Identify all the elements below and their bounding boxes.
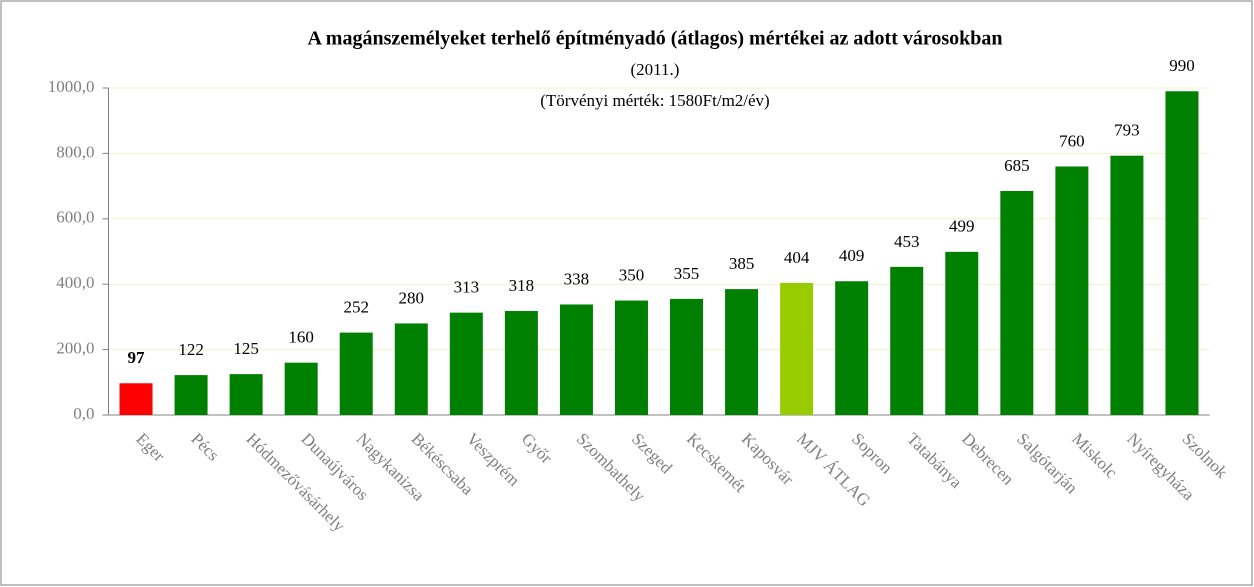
bar: [835, 281, 869, 415]
value-label: 990: [1169, 56, 1195, 75]
bar: [1110, 155, 1144, 415]
bar: [174, 375, 208, 415]
y-tick-label: 1000,0: [48, 77, 95, 96]
chart-subtitle: (2011.): [631, 60, 680, 79]
bar: [1165, 91, 1199, 416]
bar: [559, 304, 593, 415]
bar: [725, 289, 759, 415]
bar: [284, 362, 318, 415]
bar: [229, 374, 263, 415]
value-label: 97: [128, 348, 146, 367]
value-label: 125: [233, 339, 259, 358]
value-label: 160: [288, 328, 314, 347]
y-tick-label: 200,0: [56, 339, 94, 358]
bar: [1000, 191, 1034, 415]
value-label: 252: [343, 298, 369, 317]
bar: [449, 312, 483, 415]
value-label: 409: [839, 246, 865, 265]
bar: [945, 251, 979, 415]
y-tick-label: 400,0: [56, 273, 94, 292]
value-label: 318: [509, 276, 535, 295]
y-tick-label: 800,0: [56, 142, 94, 161]
value-label: 313: [454, 278, 480, 297]
value-label: 685: [1004, 156, 1030, 175]
value-label: 499: [949, 217, 975, 236]
value-label: 453: [894, 232, 920, 251]
bar: [1055, 166, 1089, 415]
value-label: 385: [729, 254, 755, 273]
chart-title: A magánszemélyeket terhelő építményadó (…: [307, 28, 1002, 50]
bar: [670, 298, 704, 415]
y-tick-label: 600,0: [56, 208, 94, 227]
value-label: 793: [1114, 121, 1140, 140]
bar: [339, 332, 373, 415]
value-label: 350: [619, 265, 645, 284]
value-label: 280: [399, 288, 425, 307]
bar: [890, 266, 924, 415]
value-label: 760: [1059, 131, 1085, 150]
bar: [614, 300, 648, 415]
bar: [504, 311, 538, 415]
value-label: 338: [564, 269, 590, 288]
bar: [119, 383, 153, 415]
bar: [394, 323, 428, 415]
bar: [780, 282, 814, 415]
annotation: (Törvényi mérték: 1580Ft/m2/év): [540, 91, 769, 110]
y-tick-label: 0,0: [73, 404, 94, 423]
value-label: 404: [784, 248, 810, 267]
value-label: 122: [178, 340, 204, 359]
value-label: 355: [674, 264, 700, 283]
